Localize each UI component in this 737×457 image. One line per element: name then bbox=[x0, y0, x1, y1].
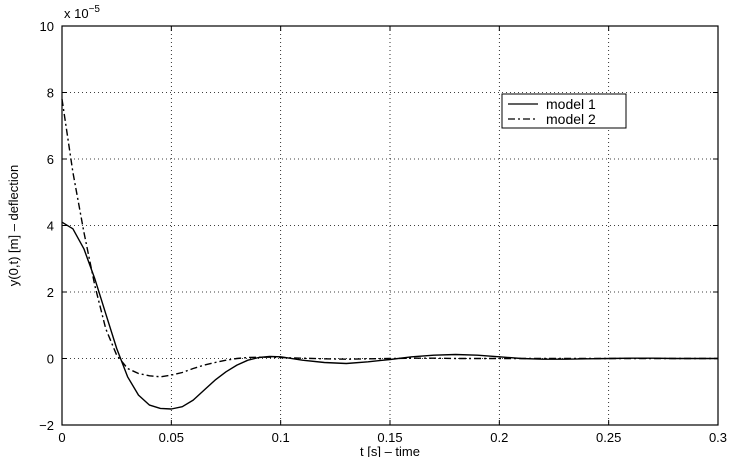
y-tick-label: 8 bbox=[47, 86, 54, 101]
legend-box bbox=[501, 93, 627, 129]
y-axis-exponent-power: −5 bbox=[89, 4, 101, 15]
legend: model 1 model 2 bbox=[501, 93, 627, 129]
y-axis-exponent-base: x 10 bbox=[64, 6, 89, 21]
x-tick-label: 0.05 bbox=[159, 430, 184, 445]
y-tick-label: 4 bbox=[47, 219, 54, 234]
y-tick-label: 2 bbox=[47, 285, 54, 300]
grid bbox=[62, 26, 718, 425]
y-tick-label: −2 bbox=[39, 418, 54, 433]
x-tick-label: 0.25 bbox=[596, 430, 621, 445]
x-tick-label: 0.1 bbox=[272, 430, 290, 445]
x-tick-label: 0.2 bbox=[490, 430, 508, 445]
y-tick-label: 6 bbox=[47, 152, 54, 167]
y-tick-label: 10 bbox=[40, 19, 54, 34]
legend-label-model-2: model 2 bbox=[546, 111, 596, 127]
tick-labels: 0 0.05 0.1 0.15 0.2 0.25 0.3 −2 0 2 4 6 8 10 bbox=[39, 19, 727, 445]
x-tick-label: 0.15 bbox=[377, 430, 402, 445]
x-tick-label: 0 bbox=[58, 430, 65, 445]
x-axis-label: t [s] – time bbox=[360, 444, 420, 457]
y-axis-exponent: x 10−5 bbox=[64, 4, 100, 21]
legend-label-model-1: model 1 bbox=[546, 96, 596, 112]
y-tick-label: 0 bbox=[47, 352, 54, 367]
x-tick-label: 0.3 bbox=[709, 430, 727, 445]
series-group bbox=[61, 98, 718, 410]
y-axis-label: y(0,t) [m] – deflection bbox=[6, 165, 21, 286]
series-line-2 bbox=[61, 98, 718, 378]
